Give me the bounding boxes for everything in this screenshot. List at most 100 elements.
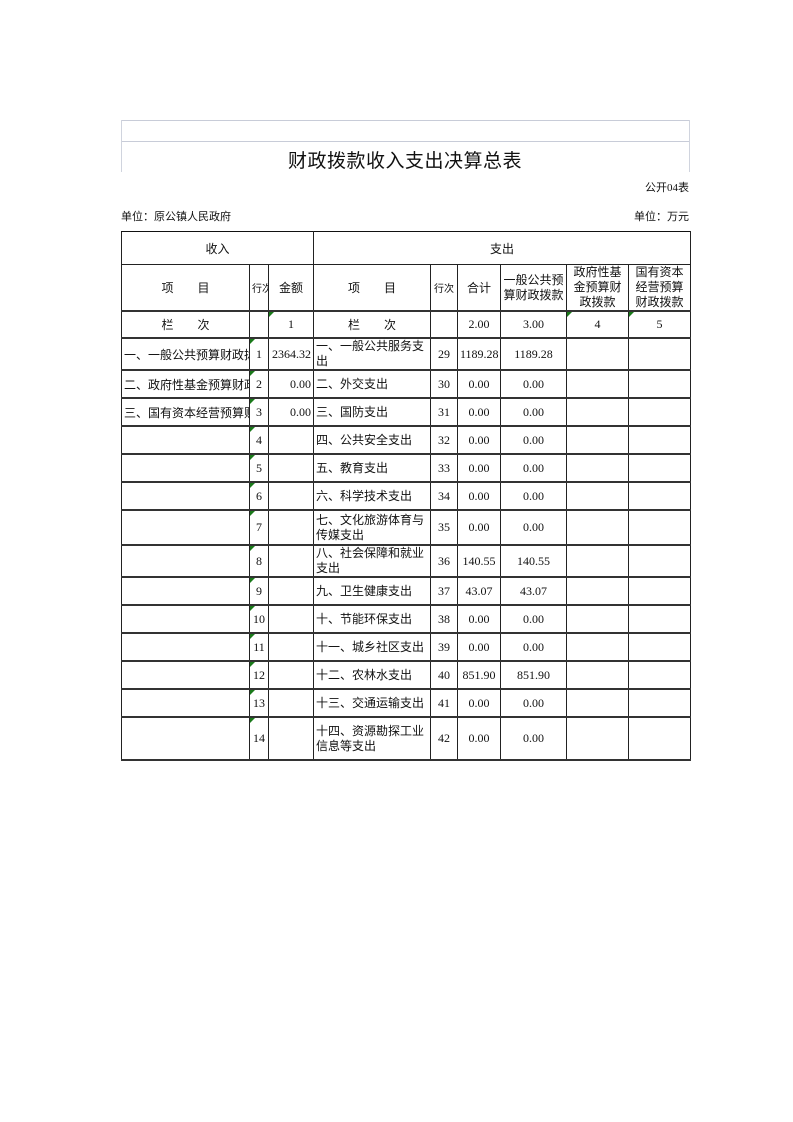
fund-budget-cell [566,425,629,455]
expense-row-no-cell: 32 [430,425,458,455]
index-label: 栏 次 [121,310,250,339]
expense-section-header: 支出 [312,231,692,265]
income-item-cell [121,604,250,634]
fund-budget-header: 政府性基金预算财政拨款 [566,264,629,312]
expense-row-no-header: 行次 [430,264,458,312]
expense-row-no-cell: 37 [430,576,458,606]
income-item-cell [121,544,250,578]
income-row-no-cell: 13 [249,688,269,718]
fiscal-appropriation-table: 收入 支出 项 目 行次 金额 项 目 行次 合计 一般公共预算财政拨款 政府性… [121,231,692,761]
expense-total-cell: 0.00 [457,716,501,761]
general-budget-cell: 1189.28 [500,337,567,371]
expense-item-cell: 一、一般公共服务支出 [313,337,431,371]
income-amount-cell [268,509,314,546]
state-capital-cell [627,632,692,662]
income-item-cell [121,509,250,546]
expense-row-no-cell: 34 [430,481,458,511]
reporting-unit: 单位：原公镇人民政府 [121,211,231,223]
expense-row-no-cell: 41 [430,688,458,718]
index-fund: 4 [566,310,629,339]
income-item-cell: 一、一般公共预算财政拨款 [121,337,250,371]
index-general: 3.00 [500,310,567,339]
income-amount-header: 金额 [268,264,314,312]
state-capital-cell [627,509,692,546]
state-capital-cell [627,688,692,718]
title-band-left-edge [121,120,122,172]
expense-item-cell: 十一、城乡社区支出 [313,632,431,662]
table-row: 10 十、节能环保支出 38 0.00 0.00 [121,604,692,634]
state-capital-cell [627,425,692,455]
general-budget-cell: 0.00 [500,369,567,399]
fund-budget-cell [566,576,629,606]
income-item-cell [121,688,250,718]
state-capital-cell [627,544,692,578]
income-row-no-cell: 12 [249,660,269,690]
income-item-cell [121,660,250,690]
state-capital-cell [627,716,692,761]
income-amount-cell [268,481,314,511]
income-item-cell: 三、国有资本经营预算财政拨款 [121,397,250,427]
income-item-cell [121,576,250,606]
income-row-no-cell: 11 [249,632,269,662]
state-capital-cell [627,481,692,511]
general-budget-cell: 0.00 [500,425,567,455]
fund-budget-cell [566,716,629,761]
table-row: 4 四、公共安全支出 32 0.00 0.00 [121,425,692,455]
table-row: 13 十三、交通运输支出 41 0.00 0.00 [121,688,692,718]
expense-row-no-cell: 29 [430,337,458,371]
income-amount-cell [268,604,314,634]
fund-budget-cell [566,369,629,399]
expense-row-no-cell: 38 [430,604,458,634]
general-budget-cell: 0.00 [500,453,567,483]
fund-budget-cell [566,337,629,371]
table-row: 12 十二、农林水支出 40 851.90 851.90 [121,660,692,690]
expense-item-cell: 三、国防支出 [313,397,431,427]
state-capital-header: 国有资本经营预算财政拨款 [627,264,692,312]
income-amount-cell: 0.00 [268,369,314,399]
income-row-no-cell: 7 [249,509,269,546]
expense-total-cell: 0.00 [457,425,501,455]
income-item-cell: 二、政府性基金预算财政拨款 [121,369,250,399]
income-amount-cell [268,688,314,718]
state-capital-cell [627,660,692,690]
expense-row-no-cell: 42 [430,716,458,761]
expense-item-cell: 十二、农林水支出 [313,660,431,690]
expense-item-cell: 十三、交通运输支出 [313,688,431,718]
table-row: 11 十一、城乡社区支出 39 0.00 0.00 [121,632,692,662]
general-budget-cell: 0.00 [500,397,567,427]
income-amount-cell: 2364.32 [268,337,314,371]
table-row: 5 五、教育支出 33 0.00 0.00 [121,453,692,483]
general-budget-cell: 0.00 [500,604,567,634]
expense-row-no-cell: 31 [430,397,458,427]
expense-row-no-cell: 36 [430,544,458,578]
income-amount-cell [268,576,314,606]
fund-budget-cell [566,544,629,578]
income-amount-cell [268,660,314,690]
fund-budget-cell [566,481,629,511]
general-budget-cell: 140.55 [500,544,567,578]
income-item-header: 项 目 [121,264,250,312]
column-header-row: 项 目 行次 金额 项 目 行次 合计 一般公共预算财政拨款 政府性基金预算财政… [121,264,692,312]
general-budget-cell: 851.90 [500,660,567,690]
income-amount-cell [268,453,314,483]
income-row-no-cell: 2 [249,369,269,399]
expense-total-header: 合计 [457,264,501,312]
expense-item-cell: 十四、资源勘探工业信息等支出 [313,716,431,761]
index-state: 5 [627,310,692,339]
state-capital-cell [627,453,692,483]
fund-budget-cell [566,604,629,634]
expense-total-cell: 1189.28 [457,337,501,371]
expense-total-cell: 0.00 [457,453,501,483]
currency-unit: 单位：万元 [634,211,689,223]
income-item-cell [121,425,250,455]
index-empty [249,310,269,339]
income-item-cell [121,453,250,483]
page-title: 财政拨款收入支出决算总表 [287,151,522,172]
income-row-no-cell: 10 [249,604,269,634]
expense-item-cell: 五、教育支出 [313,453,431,483]
state-capital-cell [627,604,692,634]
expense-total-cell: 0.00 [457,481,501,511]
income-amount-cell [268,632,314,662]
